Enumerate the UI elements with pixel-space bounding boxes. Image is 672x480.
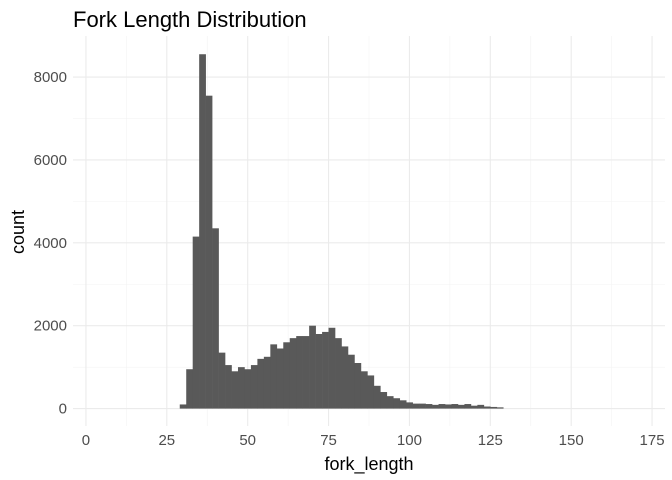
histogram-bar: [464, 404, 472, 409]
histogram-bars: [179, 54, 504, 409]
histogram-bar: [399, 400, 407, 409]
histogram-bar: [432, 404, 439, 409]
x-tick-label: 50: [239, 432, 256, 449]
histogram-bar: [237, 367, 245, 409]
x-axis-tick-labels: 0 25 50 75 100 125 150 175: [82, 432, 665, 449]
x-tick-label: 75: [320, 432, 337, 449]
histogram-bar: [386, 396, 394, 409]
histogram-bar: [470, 405, 478, 409]
histogram-bar: [412, 403, 420, 409]
histogram-bar: [483, 406, 491, 409]
y-tick-label: 8000: [34, 69, 67, 86]
histogram-bar: [283, 342, 291, 409]
x-tick-label: 175: [640, 432, 665, 449]
histogram-bar: [393, 398, 401, 409]
histogram-bar: [445, 404, 452, 409]
histogram-bar: [276, 348, 284, 409]
y-axis-title: count: [8, 210, 28, 254]
histogram-bar: [322, 331, 329, 409]
histogram-bar: [335, 338, 342, 409]
histogram-bar: [373, 385, 381, 409]
histogram-bar: [354, 363, 362, 409]
histogram-bar: [457, 404, 465, 409]
histogram-bar: [225, 365, 232, 409]
histogram-bar: [231, 371, 239, 409]
histogram-bar: [244, 369, 252, 409]
histogram-bar: [477, 404, 485, 409]
histogram-bar: [328, 327, 336, 409]
histogram-bar: [263, 356, 271, 409]
y-axis-tick-labels: 0 2000 4000 6000 8000: [34, 69, 67, 418]
histogram-bar: [360, 371, 368, 409]
x-axis-title: fork_length: [324, 454, 413, 475]
histogram-bar: [315, 333, 323, 409]
y-tick-label: 2000: [34, 318, 67, 335]
histogram-bar: [179, 404, 187, 409]
histogram-bar: [451, 404, 459, 409]
histogram-bar: [289, 338, 297, 409]
x-tick-label: 100: [397, 432, 422, 449]
histogram-bar: [309, 325, 316, 409]
histogram-bar: [218, 352, 226, 409]
histogram-bar: [199, 54, 206, 409]
histogram-bar: [406, 402, 413, 409]
histogram-bar: [250, 365, 258, 409]
histogram-bar: [490, 406, 498, 409]
y-tick-label: 0: [59, 401, 67, 418]
histogram-bar: [425, 404, 433, 409]
x-tick-label: 25: [158, 432, 175, 449]
histogram-bar: [302, 336, 310, 409]
histogram-bar: [438, 404, 446, 409]
histogram-bar: [367, 375, 375, 409]
chart-title: Fork Length Distribution: [73, 7, 307, 32]
x-tick-label: 0: [82, 432, 90, 449]
histogram-bar: [257, 358, 265, 409]
x-tick-label: 125: [478, 432, 503, 449]
histogram-bar: [296, 336, 303, 409]
histogram-bar: [341, 346, 349, 409]
grid-lines: [73, 36, 665, 426]
histogram-bar: [419, 403, 426, 409]
histogram-bar: [212, 228, 219, 409]
histogram-bar: [192, 236, 200, 409]
histogram-bar: [347, 354, 355, 409]
histogram-bar: [186, 369, 193, 409]
y-tick-label: 4000: [34, 235, 67, 252]
histogram-bar: [270, 344, 278, 409]
y-tick-label: 6000: [34, 152, 67, 169]
histogram-bar: [496, 407, 504, 409]
histogram-bar: [380, 392, 388, 409]
histogram-bar: [205, 95, 213, 409]
x-tick-label: 150: [559, 432, 584, 449]
